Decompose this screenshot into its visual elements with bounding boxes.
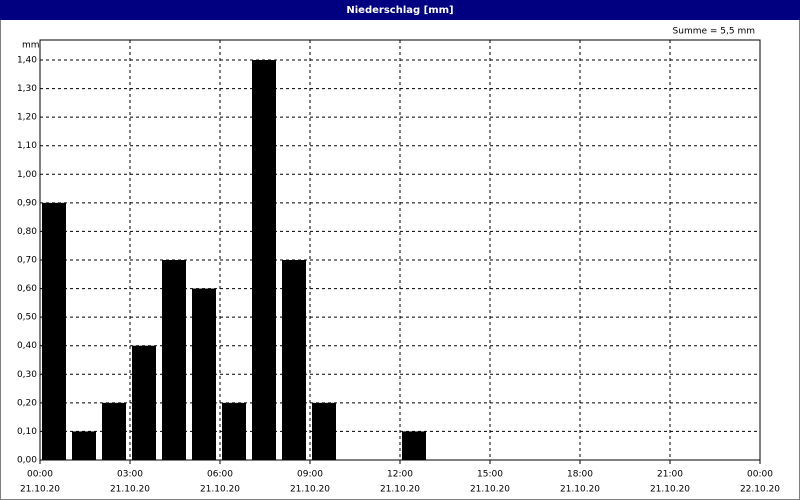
y-tick-label: 1,00 [17,170,37,180]
annotation: Summe = 5,5 mm [673,27,755,37]
y-tick-label: 1,20 [17,113,37,123]
y-tick-label: 1,30 [17,84,37,94]
bar [42,202,66,460]
y-tick-label: 0,40 [17,341,37,351]
y-tick-label: 0,30 [17,370,37,380]
x-tick-label: 22.10.20 [740,485,780,495]
y-tick-label: 0,20 [17,398,37,408]
y-tick-label: 0,10 [17,427,37,437]
x-tick-label: 21.10.20 [290,485,330,495]
bar [132,345,156,460]
x-tick-label: 21.10.20 [560,485,600,495]
y-tick-label: 1,40 [17,56,37,66]
plot-frame [39,39,761,461]
chart-title: Niederschlag [mm] [346,5,453,16]
bar [102,402,126,460]
x-tick-label: 21.10.20 [200,485,240,495]
x-tick-label: 00:00 [27,470,53,480]
x-tick-label: 21.10.20 [20,485,60,495]
y-tick-label: 0,90 [17,198,37,208]
y-tick-label: 1,10 [17,141,37,151]
x-tick-label: 15:00 [477,470,503,480]
y-tick-label: 0,80 [17,227,37,237]
y-tick-label: 0,60 [17,284,37,294]
bar [282,260,306,460]
bar [252,60,276,460]
bar [162,260,186,460]
y-tick-label: 0,00 [17,456,37,466]
bar [402,431,426,460]
x-tick-label: 12:00 [387,470,413,480]
bar [192,288,216,460]
x-tick-label: 06:00 [207,470,233,480]
x-tick-label: 21.10.20 [470,485,510,495]
x-tick-label: 03:00 [117,470,143,480]
x-tick-label: 21.10.20 [380,485,420,495]
x-tick-label: 21.10.20 [110,485,150,495]
y-axis-label: mm [22,41,40,51]
x-tick-label: 21.10.20 [650,485,690,495]
title-bar [0,0,800,20]
x-tick-label: 18:00 [567,470,593,480]
x-tick-label: 09:00 [297,470,323,480]
bar [72,431,96,460]
y-tick-label: 0,50 [17,313,37,323]
bar [312,402,336,460]
x-tick-label: 21:00 [657,470,683,480]
bar [222,402,246,460]
y-tick-label: 0,70 [17,256,37,266]
x-tick-label: 00:00 [747,470,773,480]
